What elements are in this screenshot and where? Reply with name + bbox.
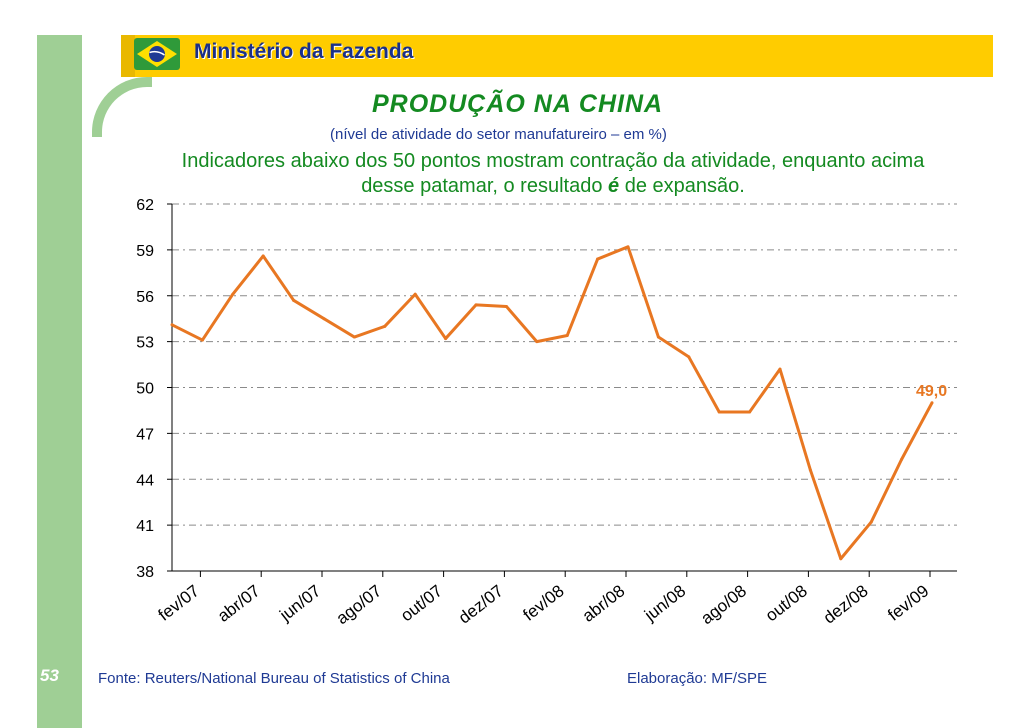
y-tick-label: 50 xyxy=(136,381,154,398)
data-point xyxy=(748,410,752,414)
data-point xyxy=(535,340,539,344)
data-point xyxy=(778,367,782,371)
footer-bar xyxy=(82,663,993,693)
explanatory-note: Indicadores abaixo dos 50 pontos mostram… xyxy=(128,149,978,199)
slide-title: PRODUÇÃO NA CHINA xyxy=(372,90,664,118)
data-point xyxy=(383,324,387,328)
y-tick-label: 53 xyxy=(136,335,154,352)
x-tick-label: out/08 xyxy=(762,581,811,625)
note-line-2-part-b: é xyxy=(608,175,620,197)
x-tick-label: jun/08 xyxy=(640,581,689,625)
header-curve-decoration xyxy=(92,77,152,137)
data-point xyxy=(413,292,417,296)
data-point xyxy=(504,304,508,308)
x-tick-label: dez/08 xyxy=(820,581,872,627)
x-tick-label: ago/07 xyxy=(333,581,386,628)
slide-subtitle: (nível de atividade do setor manufaturei… xyxy=(330,126,667,143)
data-point xyxy=(474,303,478,307)
data-point xyxy=(261,254,265,258)
x-tick-label: abr/07 xyxy=(214,581,264,626)
y-tick-label: 44 xyxy=(136,472,154,489)
note-line-2: desse patamar, o resultado é de expansão… xyxy=(128,174,978,199)
note-line-1-part-a: Indicadores abaixo dos 50 pontos mostram… xyxy=(181,150,626,172)
data-point xyxy=(231,292,235,296)
data-point xyxy=(687,355,691,359)
x-tick-label: fev/07 xyxy=(155,581,203,624)
y-tick-label: 38 xyxy=(136,564,154,581)
data-point xyxy=(565,334,569,338)
header-bar xyxy=(121,35,993,77)
data-point xyxy=(170,323,174,327)
x-tick-label: out/07 xyxy=(397,581,446,625)
last-value-label: 49,0 xyxy=(916,383,947,400)
data-point xyxy=(808,468,812,472)
y-tick-label: 59 xyxy=(136,243,154,260)
note-line-2-part-a: desse patamar, o resultado xyxy=(361,175,609,197)
data-point xyxy=(200,338,204,342)
x-tick-label: fev/08 xyxy=(519,581,567,624)
note-line-1: Indicadores abaixo dos 50 pontos mostram… xyxy=(128,149,978,174)
data-point xyxy=(444,337,448,341)
x-tick-label: dez/07 xyxy=(455,581,507,627)
y-tick-label: 47 xyxy=(136,426,154,443)
note-line-1-part-b: ção xyxy=(625,150,658,172)
data-point xyxy=(292,298,296,302)
data-point xyxy=(626,245,630,249)
header-accent-strip xyxy=(121,35,135,77)
x-tick-label: fev/09 xyxy=(884,581,932,624)
page-number: 53 xyxy=(40,666,59,685)
data-point xyxy=(352,335,356,339)
x-tick-label: abr/08 xyxy=(579,581,629,626)
data-point xyxy=(596,257,600,261)
pmi-series-line xyxy=(171,245,934,561)
data-point xyxy=(930,401,934,405)
brazil-flag-icon xyxy=(134,38,180,70)
source-note: Fonte: Reuters/National Bureau of Statis… xyxy=(98,670,450,687)
data-point xyxy=(717,410,721,414)
credit-note: Elaboração: MF/SPE xyxy=(627,670,768,687)
data-point xyxy=(322,317,326,321)
y-tick-label: 56 xyxy=(136,289,154,306)
note-line-2-part-c: de expansão. xyxy=(619,175,745,197)
side-accent-bar xyxy=(37,35,82,728)
data-point xyxy=(839,557,843,561)
data-point xyxy=(656,335,660,339)
y-tick-label: 62 xyxy=(136,197,154,214)
x-tick-label: jun/07 xyxy=(275,581,324,625)
note-line-1-part-c: da atividade, enquanto acima xyxy=(657,150,925,172)
ministry-name: Ministério da Fazenda xyxy=(194,40,414,63)
data-point xyxy=(900,457,904,461)
data-point xyxy=(869,520,873,524)
x-tick-label: ago/08 xyxy=(697,581,750,628)
y-tick-label: 41 xyxy=(136,518,154,535)
